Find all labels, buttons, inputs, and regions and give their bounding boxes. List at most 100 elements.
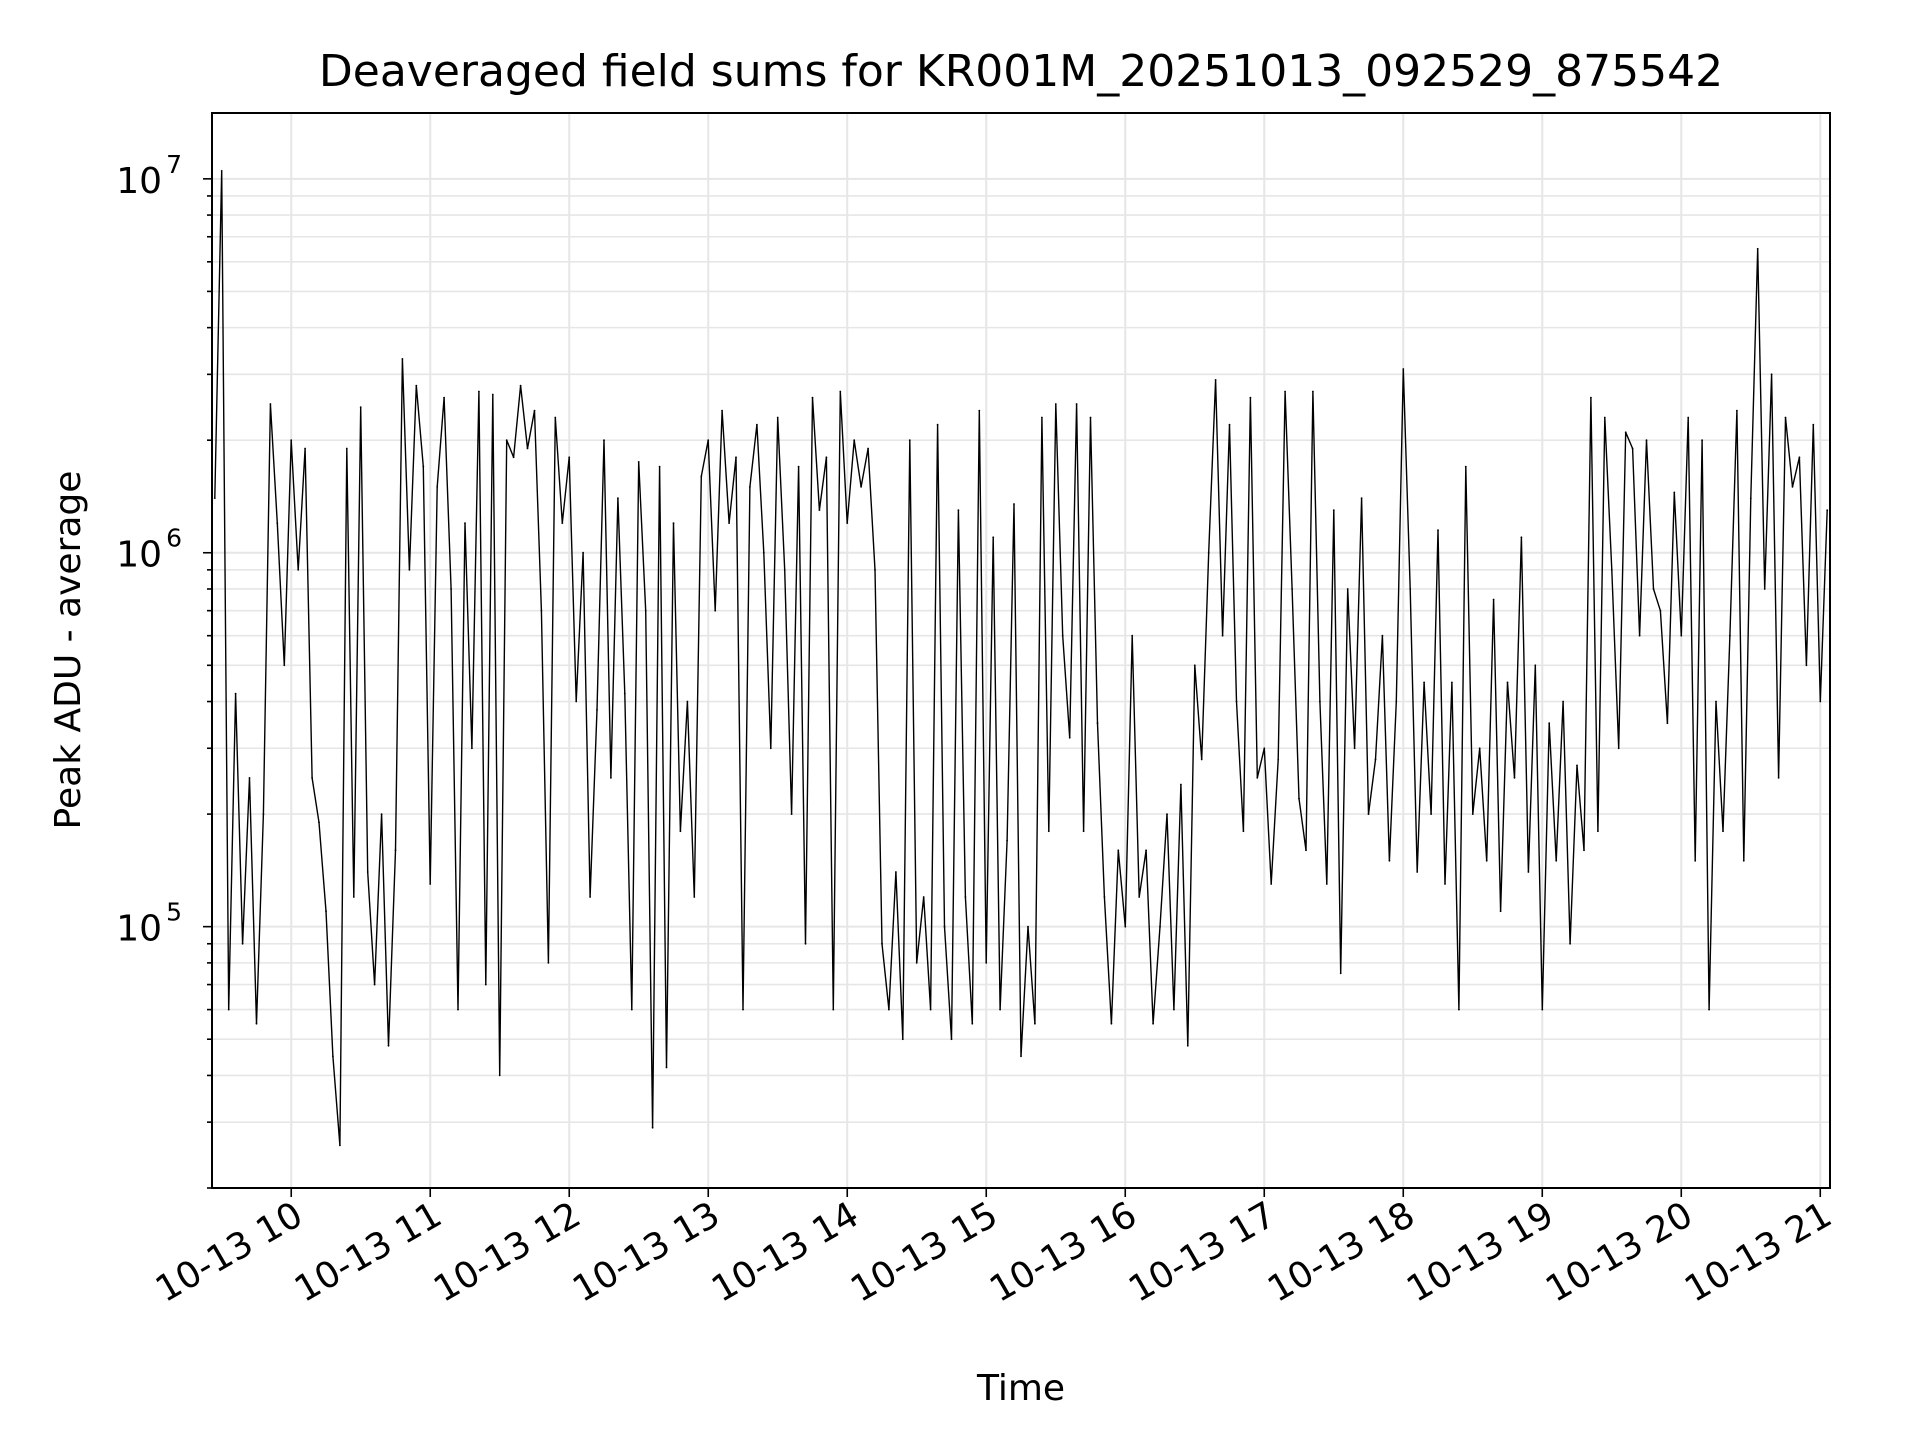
data-point: [1471, 813, 1474, 815]
data-point: [1784, 416, 1787, 419]
data-point: [1346, 588, 1349, 590]
data-point: [519, 384, 522, 387]
data-point: [1555, 859, 1558, 862]
series-layer: [213, 170, 1829, 1147]
data-point: [825, 456, 828, 459]
data-point: [318, 821, 320, 824]
data-point: [1812, 423, 1815, 426]
data-point: [1159, 925, 1161, 928]
y-tick-base: 10: [116, 909, 162, 950]
data-point: [1652, 588, 1655, 590]
data-point: [1263, 747, 1266, 750]
data-point: [498, 1074, 501, 1077]
data-point: [1006, 839, 1008, 842]
data-point: [1715, 700, 1717, 703]
data-point: [721, 409, 723, 412]
data-point: [1631, 447, 1634, 450]
y-tick-label: 10: [116, 909, 162, 950]
data-point: [1193, 664, 1196, 667]
data-point: [1089, 416, 1092, 419]
data-point: [1270, 883, 1273, 885]
data-point: [1186, 1044, 1189, 1047]
data-point: [651, 1126, 654, 1129]
data-point: [1256, 777, 1259, 779]
data-point: [797, 465, 800, 468]
data-point: [457, 1008, 459, 1011]
data-point: [957, 509, 960, 511]
data-point: [1562, 700, 1564, 703]
data-point: [714, 609, 717, 612]
data-point: [1110, 1022, 1113, 1025]
y-gridlines: [212, 177, 1830, 1189]
data-point: [213, 497, 216, 499]
data-point: [1701, 439, 1703, 442]
data-point: [1541, 1008, 1544, 1011]
data-point: [818, 509, 821, 511]
data-point: [561, 522, 564, 524]
data-point: [1103, 896, 1106, 898]
data-point: [596, 709, 598, 711]
data-point: [1047, 830, 1050, 833]
data-point: [422, 465, 425, 468]
data-point: [867, 447, 869, 450]
data-point: [1478, 747, 1481, 750]
data-point: [339, 1144, 341, 1147]
data-point: [1041, 416, 1043, 419]
data-point: [1423, 681, 1425, 684]
data-point: [922, 896, 925, 898]
data-point: [1694, 859, 1697, 862]
data-point: [936, 423, 939, 426]
data-point: [1416, 871, 1419, 873]
data-point: [1312, 390, 1314, 393]
data-point: [464, 522, 466, 524]
data-point: [1298, 797, 1300, 800]
data-point: [1597, 830, 1599, 833]
data-point: [735, 456, 737, 459]
data-point: [610, 777, 612, 779]
data-point: [693, 896, 696, 898]
data-point: [1819, 700, 1822, 703]
data-point: [1444, 883, 1446, 885]
data-point: [1569, 942, 1571, 945]
data-point: [742, 1008, 744, 1011]
data-point: [1520, 536, 1523, 539]
data-point: [241, 942, 244, 945]
data-point: [1027, 925, 1029, 928]
chart-title: Deaveraged field sums for KR001M_2025101…: [319, 46, 1723, 97]
data-point: [769, 747, 772, 750]
data-point: [401, 358, 404, 360]
data-point: [1499, 910, 1502, 913]
data-point: [1068, 736, 1071, 739]
data-point: [352, 896, 355, 898]
data-point: [533, 409, 536, 412]
y-tick-base: 10: [116, 161, 162, 202]
data-point: [1228, 423, 1231, 426]
data-point: [1513, 777, 1516, 779]
data-point: [332, 1055, 334, 1058]
data-point: [443, 396, 445, 399]
data-point: [623, 692, 626, 695]
data-point: [762, 551, 765, 554]
data-point: [1402, 368, 1405, 370]
y-tick-label: 10: [116, 535, 162, 576]
data-point: [283, 664, 286, 667]
data-point: [290, 439, 293, 442]
data-point: [881, 942, 883, 945]
data-point: [776, 416, 779, 419]
data-point: [575, 700, 578, 703]
data-point: [1096, 722, 1099, 725]
data-point: [1666, 722, 1669, 725]
data-point: [1145, 849, 1147, 852]
data-point: [811, 396, 814, 399]
data-point: [359, 406, 362, 409]
data-point: [644, 609, 647, 612]
data-point: [491, 393, 494, 396]
data-point: [568, 456, 571, 459]
data-point: [1437, 529, 1439, 531]
data-point: [1339, 972, 1342, 975]
data-point: [1235, 700, 1238, 703]
data-point: [1527, 871, 1530, 873]
data-point: [1180, 783, 1182, 786]
data-point: [1451, 681, 1453, 684]
